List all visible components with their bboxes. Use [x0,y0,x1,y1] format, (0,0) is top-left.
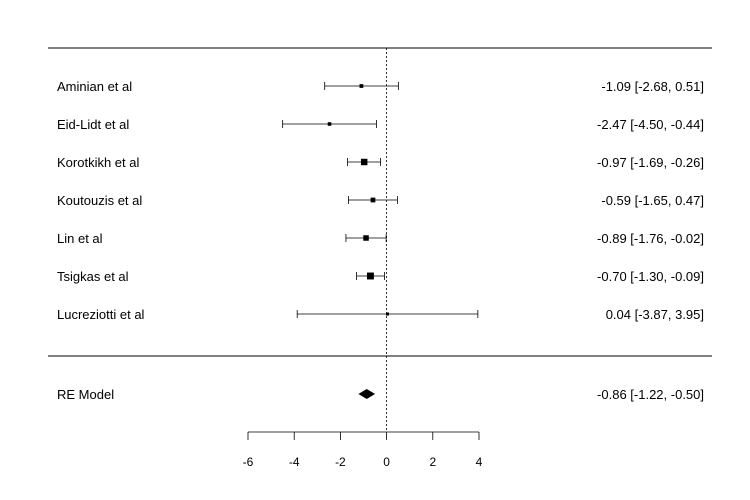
effect-size-text: -0.70 [-1.30, -0.09] [597,269,704,284]
study-rows: Aminian et al -1.09 [-2.68, 0.51] Eid-Lidt… [57,79,704,322]
study-row: Tsigkas et al -0.70 [-1.30, -0.09] [57,269,704,284]
effect-size-text: -0.59 [-1.65, 0.47] [601,193,704,208]
study-row: Korotkikh et al -0.97 [-1.69, -0.26] [57,155,704,170]
effect-size-text: -1.09 [-2.68, 0.51] [601,79,704,94]
x-tick-label: 2 [429,455,436,469]
study-label: Koutouzis et al [57,193,142,208]
study-label: Lucreziotti et al [57,307,145,322]
study-row: Lin et al -0.89 [-1.76, -0.02] [57,231,704,246]
x-tick-label: -2 [335,455,346,469]
x-tick-label: -6 [243,455,254,469]
point-estimate-marker [359,84,364,88]
point-estimate-marker [386,312,390,316]
effect-size-text: -0.97 [-1.69, -0.26] [597,155,704,170]
study-label: Lin et al [57,231,103,246]
point-estimate-marker [370,197,376,203]
x-tick-label: -4 [289,455,300,469]
study-label: Tsigkas et al [57,269,129,284]
x-axis: -6 -4 -2 0 2 4 [243,431,483,469]
point-estimate-marker [366,272,374,280]
study-row: Aminian et al -1.09 [-2.68, 0.51] [57,79,704,94]
effect-size-text: -2.47 [-4.50, -0.44] [597,117,704,132]
summary-label: RE Model [57,387,114,402]
study-label: Korotkikh et al [57,155,139,170]
point-estimate-marker [360,158,368,166]
summary-diamond [358,389,376,399]
study-row: Koutouzis et al -0.59 [-1.65, 0.47] [57,193,704,208]
study-row: Eid-Lidt et al -2.47 [-4.50, -0.44] [57,117,704,132]
effect-size-text: -0.89 [-1.76, -0.02] [597,231,704,246]
point-estimate-marker [363,235,369,241]
x-tick-label: 4 [476,455,483,469]
study-label: Eid-Lidt et al [57,117,129,132]
effect-size-text: 0.04 [-3.87, 3.95] [606,307,704,322]
study-label: Aminian et al [57,79,132,94]
study-row: Lucreziotti et al 0.04 [-3.87, 3.95] [57,307,704,322]
summary-effect-text: -0.86 [-1.22, -0.50] [597,387,704,402]
point-estimate-marker [327,122,332,126]
summary-row: RE Model -0.86 [-1.22, -0.50] [57,387,704,402]
x-tick-label: 0 [383,455,390,469]
